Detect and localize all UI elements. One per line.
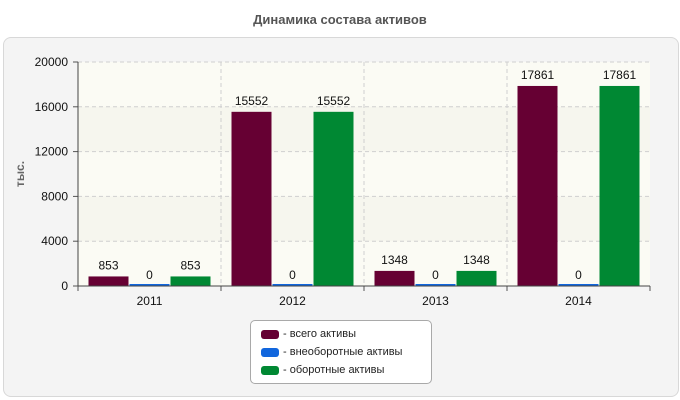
legend-label: - оборотные активы bbox=[283, 364, 385, 376]
bar-всего-активы bbox=[374, 270, 415, 286]
legend-item: - оборотные активы bbox=[261, 362, 384, 378]
y-tick-label: 8000 bbox=[41, 189, 68, 203]
legend-label: - всего активы bbox=[283, 328, 356, 340]
legend-item: - внеоборотные активы bbox=[261, 344, 402, 360]
y-tick-label: 4000 bbox=[41, 234, 68, 248]
bar-внеоборотные-активы bbox=[272, 284, 313, 286]
chart-title: Динамика состава активов bbox=[253, 12, 427, 27]
legend-item: - всего активы bbox=[261, 326, 356, 342]
legend-label: - внеоборотные активы bbox=[283, 346, 403, 358]
bar-всего-активы bbox=[517, 85, 558, 286]
y-axis-label: тыс. bbox=[13, 161, 27, 187]
data-label: 15552 bbox=[235, 94, 269, 108]
bar-оборотные-активы bbox=[599, 85, 640, 286]
x-tick-label: 2012 bbox=[279, 294, 306, 308]
y-tick-label: 16000 bbox=[35, 100, 69, 114]
y-tick-label: 0 bbox=[61, 279, 68, 293]
x-tick-label: 2013 bbox=[422, 294, 449, 308]
bar-оборотные-активы bbox=[456, 270, 497, 286]
data-label: 17861 bbox=[603, 68, 637, 82]
data-label: 853 bbox=[98, 258, 118, 272]
data-label: 0 bbox=[289, 268, 296, 282]
data-label: 1348 bbox=[463, 253, 490, 267]
bar-оборотные-активы bbox=[170, 276, 211, 286]
data-label: 0 bbox=[432, 268, 439, 282]
data-label: 853 bbox=[180, 258, 200, 272]
data-label: 0 bbox=[146, 268, 153, 282]
data-label: 15552 bbox=[317, 94, 351, 108]
bar-внеоборотные-активы bbox=[415, 284, 456, 286]
legend-swatch bbox=[261, 365, 279, 375]
y-tick-label: 12000 bbox=[35, 145, 69, 159]
bar-всего-активы bbox=[88, 276, 129, 286]
data-label: 17861 bbox=[521, 68, 555, 82]
y-tick-label: 20000 bbox=[35, 55, 69, 69]
legend-swatch bbox=[261, 347, 279, 357]
bar-всего-активы bbox=[231, 111, 272, 286]
data-label: 1348 bbox=[381, 253, 408, 267]
data-label: 0 bbox=[575, 268, 582, 282]
bar-внеоборотные-активы bbox=[129, 284, 170, 286]
bar-внеоборотные-активы bbox=[558, 284, 599, 286]
chart-legend: - всего активы - внеоборотные активы - обо… bbox=[250, 320, 432, 384]
bar-оборотные-активы bbox=[313, 111, 354, 286]
legend-swatch bbox=[261, 329, 279, 339]
x-tick-label: 2011 bbox=[137, 294, 163, 308]
x-tick-label: 2014 bbox=[565, 294, 592, 308]
